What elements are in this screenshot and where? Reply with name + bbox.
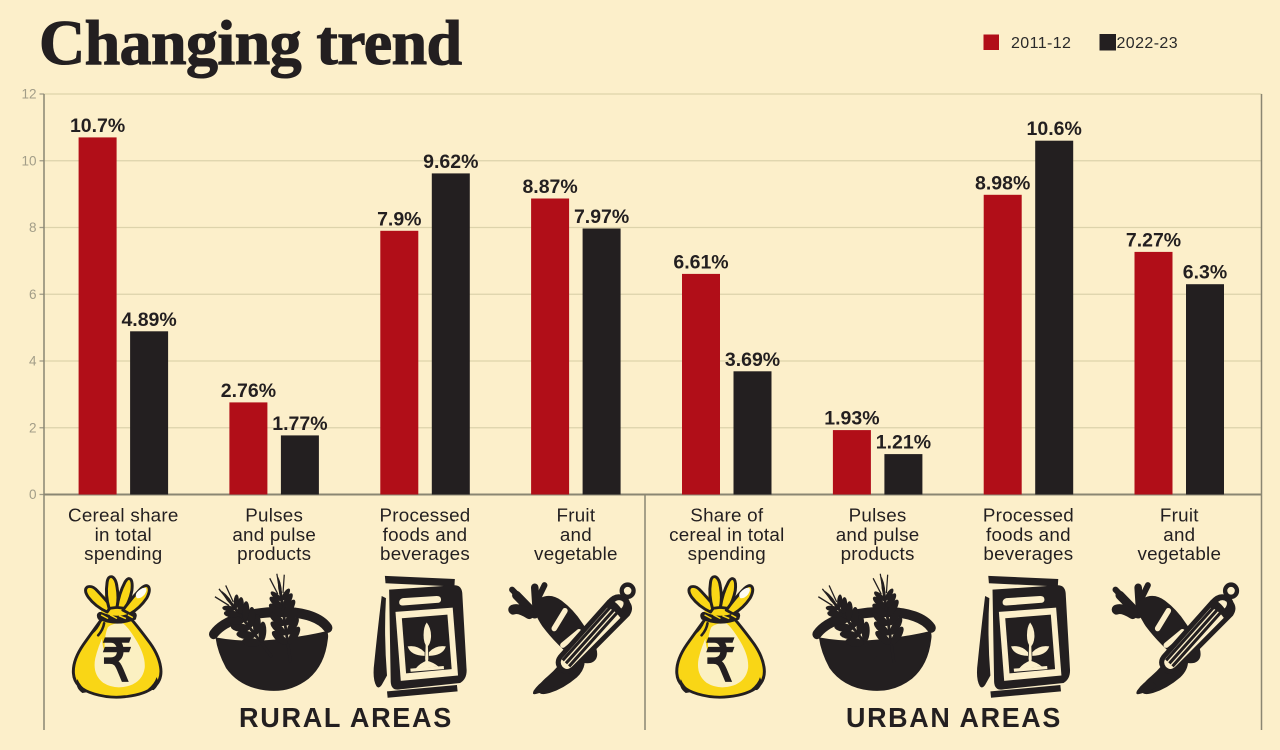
svg-text:12: 12 xyxy=(21,87,36,102)
svg-text:4: 4 xyxy=(29,354,37,369)
svg-text:6.3%: 6.3% xyxy=(1183,262,1227,284)
svg-text:9.62%: 9.62% xyxy=(423,151,478,173)
svg-text:2.76%: 2.76% xyxy=(221,380,276,402)
svg-text:4.89%: 4.89% xyxy=(121,309,176,331)
svg-text:Changing trend: Changing trend xyxy=(39,7,462,78)
svg-text:8.87%: 8.87% xyxy=(522,176,577,198)
svg-text:1.93%: 1.93% xyxy=(824,408,879,430)
svg-text:8: 8 xyxy=(29,220,37,235)
svg-text:7.27%: 7.27% xyxy=(1126,229,1181,251)
svg-text:8.98%: 8.98% xyxy=(975,172,1030,194)
svg-text:URBAN AREAS: URBAN AREAS xyxy=(846,702,1062,733)
svg-text:10: 10 xyxy=(21,153,36,168)
svg-text:7.9%: 7.9% xyxy=(377,208,421,230)
svg-text:6: 6 xyxy=(29,287,37,302)
svg-text:0: 0 xyxy=(29,487,37,502)
svg-text:10.6%: 10.6% xyxy=(1027,118,1082,140)
svg-text:6.61%: 6.61% xyxy=(673,251,728,273)
svg-text:1.77%: 1.77% xyxy=(272,413,327,435)
svg-text:2: 2 xyxy=(29,420,37,435)
svg-text:1.21%: 1.21% xyxy=(876,432,931,454)
svg-text:3.69%: 3.69% xyxy=(725,349,780,371)
svg-text:7.97%: 7.97% xyxy=(574,206,629,228)
svg-text:RURAL AREAS: RURAL AREAS xyxy=(239,702,453,733)
svg-text:2022-23: 2022-23 xyxy=(1117,35,1179,52)
svg-text:10.7%: 10.7% xyxy=(70,115,125,137)
svg-text:2011-12: 2011-12 xyxy=(1011,35,1071,52)
